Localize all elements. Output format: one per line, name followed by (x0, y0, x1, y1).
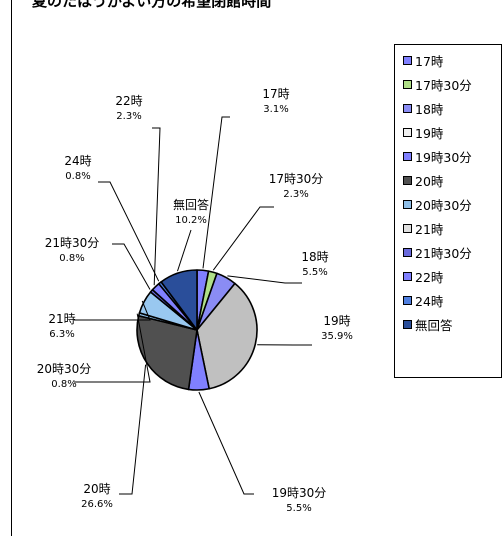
legend-item: 18時 (403, 100, 444, 117)
leader-line (119, 364, 147, 495)
legend-label: 19時30分 (415, 149, 472, 165)
legend-label: 17時30分 (415, 77, 472, 93)
leader-line (98, 181, 160, 282)
slice-percent: 35.9% (321, 331, 353, 342)
slice-label: 20時 26.6% (64, 480, 130, 510)
leader-line (74, 313, 151, 383)
leader-line (212, 206, 274, 271)
slice-percent: 26.6% (81, 499, 113, 510)
legend-item: 19時 (403, 124, 444, 141)
slice-label: 19時30分 5.5% (254, 484, 344, 514)
legend-item: 19時30分 (403, 148, 472, 165)
slice-label: 19時 35.9% (314, 312, 360, 342)
legend-swatch (403, 199, 412, 209)
legend-swatch (403, 55, 412, 65)
chart-area: 夏のたはうがよい方の希望閉館時間 17時 3.1% 17時30分 2.3% 18時 5.5… (11, 0, 503, 536)
leader-line (198, 391, 254, 495)
legend-label: 21時 (415, 221, 444, 237)
slice-percent: 3.1% (263, 104, 289, 115)
slice-percent: 10.2% (175, 215, 207, 226)
slice-name: 19時 (323, 314, 351, 328)
legend-swatch (403, 247, 412, 257)
slice-percent: 0.8% (51, 379, 77, 390)
leader-line (74, 300, 151, 321)
legend-swatch (403, 103, 412, 113)
legend-item: 17時30分 (403, 76, 472, 93)
slice-percent: 5.5% (302, 267, 328, 278)
legend-swatch (403, 151, 412, 161)
leader-line (112, 243, 151, 290)
slice-name: 20時30分 (36, 362, 92, 376)
legend-item: 無回答 (403, 316, 453, 333)
slice-percent: 6.3% (49, 329, 75, 340)
legend-swatch (403, 127, 412, 137)
slice-name: 21時 (48, 312, 76, 326)
pie-chart (74, 116, 312, 495)
leader-line (177, 229, 192, 272)
slice-label: 22時 2.3% (104, 92, 154, 122)
legend: 17時 17時30分 18時 19時 19時30分 20時 20時30分 21時 21時30分 2… (394, 44, 502, 378)
slice-label: 18時 5.5% (290, 248, 340, 278)
legend-label: 24時 (415, 293, 444, 309)
leader-line (202, 116, 230, 269)
slice-name: 19時30分 (271, 486, 327, 500)
legend-label: 無回答 (415, 317, 453, 333)
legend-item: 21時30分 (403, 244, 472, 261)
slice-percent: 0.8% (65, 171, 91, 182)
slice-label: 17時 3.1% (246, 85, 306, 115)
slice-percent: 2.3% (116, 111, 142, 122)
slice-percent: 5.5% (286, 503, 312, 514)
legend-item: 20時 (403, 172, 444, 189)
slice-percent: 0.8% (59, 253, 85, 264)
pie-slice (160, 269, 198, 331)
slice-label: 21時30分 0.8% (30, 234, 114, 264)
legend-item: 17時 (403, 52, 444, 69)
legend-label: 21時30分 (415, 245, 472, 261)
legend-label: 17時 (415, 53, 444, 69)
legend-swatch (403, 319, 412, 329)
slice-label: 24時 0.8% (52, 152, 104, 182)
legend-label: 20時30分 (415, 197, 472, 213)
slice-label: 17時30分 2.3% (256, 170, 336, 200)
slice-label: 20時30分 0.8% (34, 360, 94, 390)
legend-label: 20時 (415, 173, 444, 189)
pie-slice (196, 282, 258, 390)
slice-name: 21時30分 (44, 236, 100, 250)
leader-line (227, 275, 302, 284)
legend-label: 18時 (415, 101, 444, 117)
slice-label: 21時 6.3% (32, 310, 92, 340)
legend-item: 20時30分 (403, 196, 472, 213)
slice-name: 17時30分 (268, 172, 324, 186)
slice-name: 22時 (115, 94, 143, 108)
legend-label: 19時 (415, 125, 444, 141)
slice-name: 24時 (64, 154, 92, 168)
slice-percent: 2.3% (283, 189, 309, 200)
legend-swatch (403, 223, 412, 233)
slice-label: 無回答 10.2% (164, 196, 218, 226)
legend-item: 24時 (403, 292, 444, 309)
legend-swatch (403, 295, 412, 305)
legend-item: 21時 (403, 220, 444, 237)
legend-swatch (403, 79, 412, 89)
legend-label: 22時 (415, 269, 444, 285)
slice-name: 無回答 (172, 198, 209, 212)
leader-line (152, 127, 161, 286)
legend-swatch (403, 175, 412, 185)
slice-name: 17時 (262, 87, 290, 101)
slice-name: 18時 (301, 250, 329, 264)
legend-swatch (403, 271, 412, 281)
slice-name: 20時 (83, 482, 111, 496)
chart-title: 夏のたはうがよい方の希望閉館時間 (32, 0, 272, 10)
legend-item: 22時 (403, 268, 444, 285)
pie-slice (136, 314, 198, 391)
